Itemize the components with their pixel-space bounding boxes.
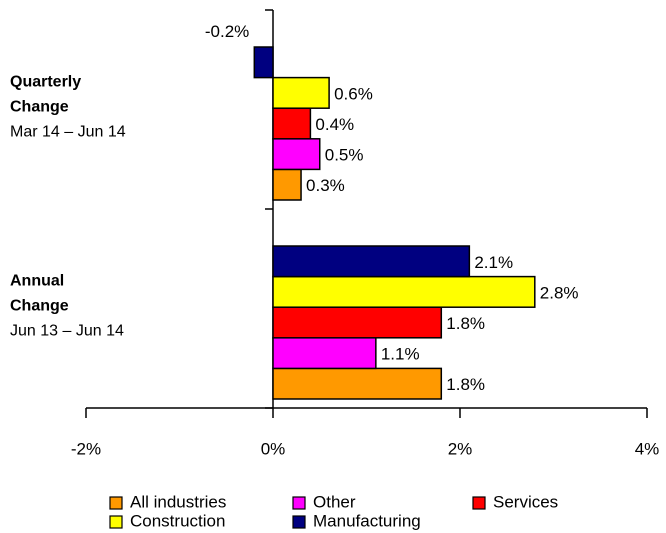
legend-label: Manufacturing bbox=[313, 511, 421, 530]
legend-label: Other bbox=[313, 492, 356, 511]
category-period: Jun 13 – Jun 14 bbox=[10, 323, 124, 340]
bar bbox=[272, 275, 536, 308]
legend-swatch bbox=[472, 496, 486, 510]
bar bbox=[253, 46, 274, 79]
category-label: Quarterly Change bbox=[10, 74, 86, 116]
legend-swatch bbox=[109, 496, 123, 510]
value-label: 2.8% bbox=[540, 283, 579, 302]
legend-label: Construction bbox=[130, 511, 225, 530]
bar bbox=[272, 306, 443, 339]
value-label: 0.5% bbox=[325, 146, 364, 165]
bar bbox=[272, 337, 377, 370]
category-label: Annual Change bbox=[10, 273, 69, 315]
value-label: 2.1% bbox=[474, 253, 513, 272]
bar bbox=[272, 138, 321, 171]
x-tick-label: 4% bbox=[635, 439, 660, 458]
bar bbox=[272, 245, 471, 278]
legend-label: Services bbox=[493, 492, 558, 511]
bar bbox=[272, 107, 312, 140]
legend-label: All industries bbox=[130, 492, 226, 511]
value-label: 0.6% bbox=[334, 84, 373, 103]
legend-swatch bbox=[292, 515, 306, 529]
value-label: 1.8% bbox=[446, 314, 485, 333]
value-label: -0.2% bbox=[205, 22, 249, 41]
value-label: 1.8% bbox=[446, 375, 485, 394]
value-label: 0.3% bbox=[306, 176, 345, 195]
bar bbox=[272, 168, 302, 201]
value-label: 1.1% bbox=[381, 345, 420, 364]
bar bbox=[272, 367, 443, 400]
x-tick-label: -2% bbox=[71, 439, 101, 458]
legend-swatch bbox=[292, 496, 306, 510]
legend-swatch bbox=[109, 515, 123, 529]
value-label: 0.4% bbox=[315, 115, 354, 134]
x-tick-label: 0% bbox=[261, 439, 286, 458]
bar bbox=[272, 76, 330, 109]
category-period: Mar 14 – Jun 14 bbox=[10, 124, 126, 141]
x-tick-label: 2% bbox=[448, 439, 473, 458]
